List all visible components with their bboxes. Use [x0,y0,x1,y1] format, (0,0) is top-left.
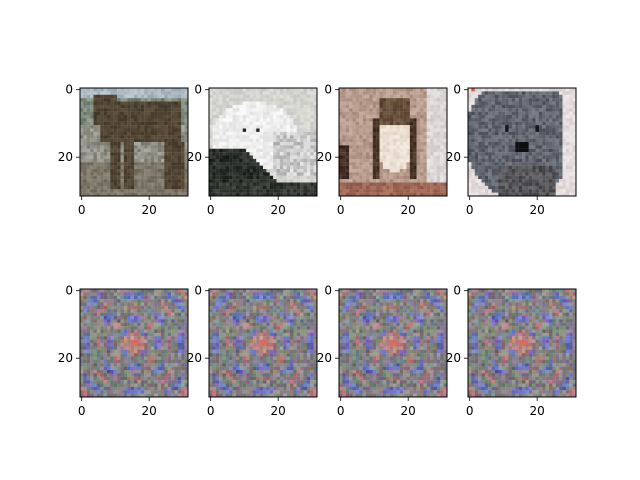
x-tick-label: 20 [401,203,416,217]
y-tick-label: 0 [324,284,332,298]
x-tick-label: 20 [271,203,286,217]
x-tick-label: 20 [142,404,157,418]
y-tick-label: 20 [58,150,73,164]
x-tick-label: 0 [337,203,345,217]
y-tick-label: 20 [446,150,461,164]
y-tick-label: 20 [317,351,332,365]
image-noise-pattern [80,289,189,398]
image-grey-dog [468,88,577,197]
axes-frame [79,87,189,197]
y-tick-label: 0 [453,83,461,97]
axes-frame [79,288,189,398]
y-tick-label: 0 [194,284,202,298]
y-tick-label: 20 [317,150,332,164]
y-tick-label: 0 [65,284,73,298]
x-tick-label: 0 [466,404,474,418]
y-tick-label: 20 [446,351,461,365]
image-bird [339,88,448,197]
image-noise-pattern [339,289,448,398]
image-panel-7: 0 20 0 20 [317,284,448,418]
image-panel-6: 0 20 0 20 [187,284,318,418]
y-tick-label: 20 [58,351,73,365]
y-tick-label: 0 [453,284,461,298]
x-tick-label: 0 [78,203,86,217]
image-panel-1: 0 20 0 20 [58,83,189,217]
x-tick-label: 0 [207,203,215,217]
y-tick-label: 20 [187,150,202,164]
x-tick-label: 20 [530,404,545,418]
x-tick-label: 0 [207,404,215,418]
x-tick-label: 0 [78,404,86,418]
image-panel-2: 0 20 0 20 [187,83,318,217]
image-panel-8: 0 20 0 20 [446,284,577,418]
x-tick-label: 0 [466,203,474,217]
axes-frame [467,288,577,398]
y-tick-label: 0 [324,83,332,97]
y-tick-label: 0 [65,83,73,97]
axes-frame [467,87,577,197]
x-tick-label: 20 [530,203,545,217]
axes-frame [208,87,318,197]
image-white-dog [209,88,318,197]
x-tick-label: 20 [271,404,286,418]
axes-frame [338,288,448,398]
x-tick-label: 20 [401,404,416,418]
image-noise-pattern [468,289,577,398]
y-tick-label: 20 [187,351,202,365]
x-tick-label: 0 [337,404,345,418]
x-tick-label: 20 [142,203,157,217]
image-panel-3: 0 20 0 20 [317,83,448,217]
axes-frame [338,87,448,197]
y-tick-label: 0 [194,83,202,97]
image-panel-5: 0 20 0 20 [58,284,189,418]
image-noise-pattern [209,289,318,398]
axes-frame [208,288,318,398]
image-panel-4: 0 20 0 20 [446,83,577,217]
image-horse [80,88,189,197]
